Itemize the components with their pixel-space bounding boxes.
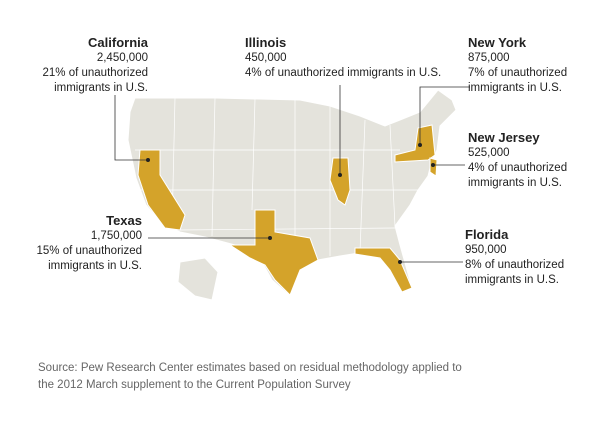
label-texas: Texas 1,750,000 15% of unauthorized immi… (20, 213, 143, 274)
leader-dots (146, 143, 435, 264)
share: 4% of unauthorized immigrants in U.S. (245, 67, 442, 79)
label-new-york: New York 875,000 7% of unauthorized immi… (468, 35, 593, 96)
share: 15% of unauthorized immigrants in U.S. (36, 245, 143, 272)
state-name: Illinois (245, 35, 287, 50)
count: 2,450,000 (96, 52, 148, 64)
share: 7% of unauthorized immigrants in U.S. (468, 67, 568, 94)
share: 4% of unauthorized immigrants in U.S. (468, 162, 568, 189)
count: 1,750,000 (90, 230, 142, 242)
label-new-jersey: New Jersey 525,000 4% of unauthorized im… (468, 130, 593, 191)
state-name: New Jersey (468, 130, 540, 145)
count: 950,000 (465, 244, 507, 256)
source-note: Source: Pew Research Center estimates ba… (38, 362, 462, 391)
us-outline (127, 89, 457, 301)
state-name: Texas (106, 213, 142, 228)
label-illinois: Illinois 450,000 4% of unauthorized immi… (245, 35, 505, 81)
alaska (177, 257, 219, 301)
highlighted-states (137, 124, 438, 296)
state-name: New York (468, 35, 527, 50)
texas-shape (228, 209, 319, 296)
new-jersey-shape (429, 157, 438, 177)
label-florida: Florida 950,000 8% of unauthorized immig… (465, 227, 590, 288)
label-california: California 2,450,000 21% of unauthorized… (20, 35, 149, 96)
new-york-shape (394, 124, 436, 163)
florida-shape (354, 247, 413, 293)
share: 21% of unauthorized immigrants in U.S. (42, 67, 149, 94)
california-shape (137, 149, 186, 231)
state-name: Florida (465, 227, 509, 242)
count: 525,000 (468, 147, 510, 159)
state-name: California (88, 35, 148, 50)
leader-lines (114, 85, 470, 263)
share: 8% of unauthorized immigrants in U.S. (465, 259, 565, 286)
count: 875,000 (468, 52, 510, 64)
illinois-shape (329, 157, 351, 206)
count: 450,000 (245, 52, 287, 64)
